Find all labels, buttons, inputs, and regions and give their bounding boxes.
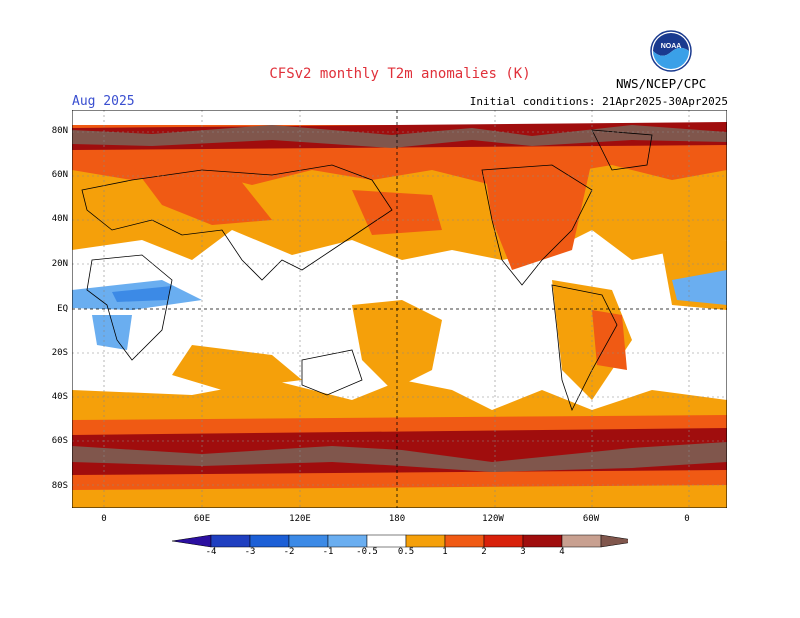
colorbar-segment xyxy=(561,534,602,548)
colorbar-segment xyxy=(366,534,407,548)
colorbar-label: 1 xyxy=(442,547,448,557)
longitude-label: 120W xyxy=(482,514,504,524)
colorbar-label: -0.5 xyxy=(356,547,378,557)
colorbar-segment xyxy=(483,534,524,548)
colorbar-segment xyxy=(600,534,628,548)
anomaly-map xyxy=(72,110,727,508)
anomaly-region xyxy=(112,286,172,302)
svg-text:NOAA: NOAA xyxy=(661,43,682,50)
continent-outline xyxy=(551,284,618,412)
continent-outline xyxy=(591,129,653,171)
colorbar-segment xyxy=(249,534,290,548)
latitude-label: 60N xyxy=(51,170,68,180)
initial-conditions: Initial conditions: 21Apr2025-30Apr2025 xyxy=(469,95,728,108)
colorbar-label: 4 xyxy=(559,547,565,557)
latitude-label: 80N xyxy=(51,126,68,136)
latitude-label: 20S xyxy=(51,348,68,358)
longitude-label: 180 xyxy=(388,514,406,524)
latitude-label: 60S xyxy=(51,436,68,446)
colorbar-label: 2 xyxy=(481,547,487,557)
colorbar-segment xyxy=(210,534,251,548)
longitude-label: 120E xyxy=(289,514,311,524)
agency-label: NWS/NCEP/CPC xyxy=(616,76,707,91)
longitude-label: 60W xyxy=(582,514,600,524)
latitude-label: 40S xyxy=(51,392,68,402)
colorbar-label: -3 xyxy=(244,547,256,557)
colorbar-label: -4 xyxy=(205,547,217,557)
anomaly-region xyxy=(72,442,727,472)
continent-outline xyxy=(301,349,363,396)
colorbar-segment xyxy=(522,534,563,548)
anomaly-region xyxy=(172,345,302,390)
colorbar-label: -1 xyxy=(322,547,334,557)
colorbar-label: 0.5 xyxy=(397,547,415,557)
longitude-label: 0 xyxy=(684,514,690,524)
colorbar-segment xyxy=(327,534,368,548)
continent-outline xyxy=(481,164,593,286)
anomaly-region xyxy=(72,125,727,148)
longitude-label: 60E xyxy=(193,514,211,524)
noaa-logo: NOAA xyxy=(650,30,692,72)
forecast-month: Aug 2025 xyxy=(72,94,135,109)
latitude-label: EQ xyxy=(57,304,68,314)
continent-outline xyxy=(86,254,173,361)
anomaly-region xyxy=(482,150,592,270)
latitude-label: 40N xyxy=(51,214,68,224)
anomaly-region xyxy=(672,270,727,305)
longitude-label: 0 xyxy=(101,514,107,524)
chart-title: CFSv2 monthly T2m anomalies (K) xyxy=(269,66,531,82)
colorbar-label: 3 xyxy=(520,547,526,557)
colorbar-segment xyxy=(405,534,446,548)
colorbar-segment xyxy=(172,534,212,548)
latitude-label: 20N xyxy=(51,259,68,269)
anomaly-region xyxy=(92,315,132,350)
latitude-label: 80S xyxy=(51,481,68,491)
colorbar xyxy=(172,534,628,548)
colorbar-segment xyxy=(288,534,329,548)
colorbar-segment xyxy=(444,534,485,548)
colorbar-label: -2 xyxy=(283,547,295,557)
